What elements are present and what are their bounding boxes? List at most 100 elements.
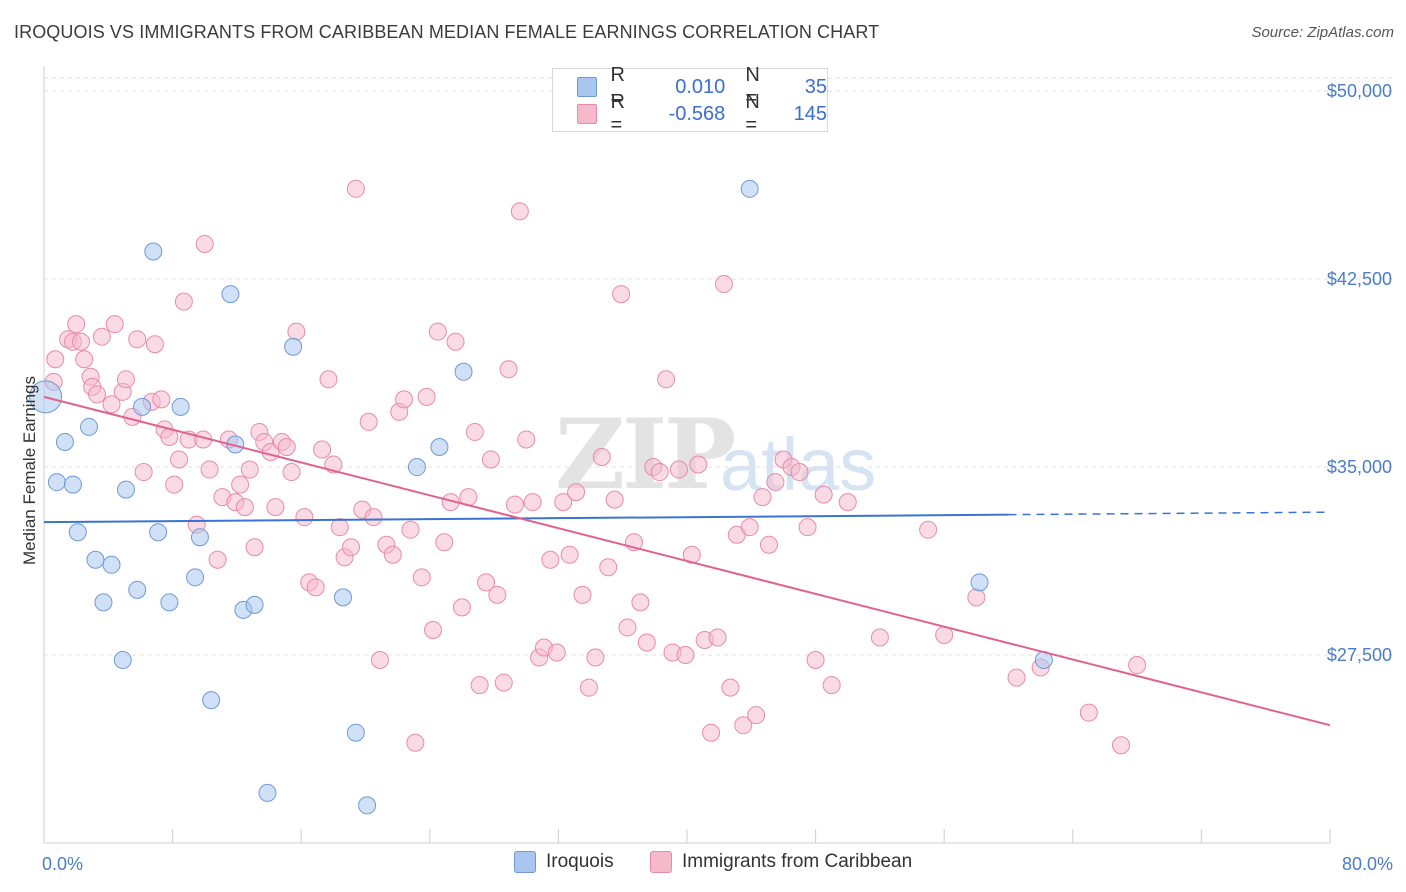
legend-label-iroquois: Iroquois — [546, 851, 614, 872]
caribbean-point — [822, 676, 841, 695]
caribbean-point — [406, 733, 425, 752]
caribbean-point — [105, 315, 124, 334]
iroquois-point — [116, 480, 135, 499]
caribbean-point — [370, 651, 389, 670]
x-tick-label-min: 0.0% — [42, 854, 83, 874]
legend-item-caribbean[interactable]: Immigrants from Caribbean — [650, 851, 912, 873]
caribbean-point — [116, 370, 135, 389]
iroquois-point — [346, 723, 365, 742]
y-axis-label: Median Female Earnings — [20, 376, 39, 565]
legend-swatch-iroquois — [577, 77, 597, 97]
caribbean-point — [605, 490, 624, 509]
legend-swatch-caribbean — [650, 851, 672, 873]
caribbean-point — [766, 473, 785, 492]
caribbean-point — [967, 588, 986, 607]
caribbean-point — [170, 450, 189, 469]
caribbean-point — [510, 202, 529, 221]
legend-r-value: 0.010 — [675, 75, 726, 98]
correlation-legend: R = 0.010 N = 35 R = -0.568 N = 145 — [552, 64, 828, 136]
caribbean-point — [346, 179, 365, 198]
caribbean-point — [740, 518, 759, 537]
iroquois-point — [202, 691, 221, 710]
caribbean-point — [838, 493, 857, 512]
iroquois-point — [740, 179, 759, 198]
legend-swatch-caribbean — [577, 104, 597, 124]
y-tick-label: $35,000 — [1327, 457, 1392, 477]
iroquois-point — [284, 337, 303, 356]
iroquois-point — [186, 568, 205, 587]
iroquois-point — [245, 595, 264, 614]
caribbean-point — [364, 508, 383, 527]
caribbean-point — [417, 387, 436, 406]
iroquois-points — [29, 179, 1053, 815]
caribbean-point — [424, 620, 443, 639]
caribbean-point — [505, 495, 524, 514]
caribbean-point — [759, 535, 778, 554]
caribbean-point — [1079, 703, 1098, 722]
iroquois-point — [47, 473, 66, 492]
caribbean-point — [67, 315, 86, 334]
iroquois-point — [358, 796, 377, 815]
caribbean-point — [790, 463, 809, 482]
caribbean-point — [401, 520, 420, 539]
caribbean-point — [446, 332, 465, 351]
x-tick-label-max: 80.0% — [1342, 854, 1393, 874]
caribbean-point — [631, 593, 650, 612]
caribbean-point — [1007, 668, 1026, 687]
legend-item-iroquois[interactable]: Iroquois — [514, 851, 614, 873]
iroquois-point — [190, 528, 209, 547]
caribbean-point — [541, 550, 560, 569]
caribbean-point — [200, 460, 219, 479]
caribbean-point — [657, 370, 676, 389]
caribbean-point — [195, 234, 214, 253]
iroquois-point — [333, 588, 352, 607]
caribbean-trend-line — [43, 395, 1331, 727]
caribbean-point — [245, 538, 264, 557]
iroquois-point — [258, 783, 277, 802]
iroquois-point — [68, 523, 87, 542]
caribbean-point — [488, 585, 507, 604]
caribbean-point — [753, 488, 772, 507]
caribbean-point — [599, 558, 618, 577]
caribbean-point — [240, 460, 259, 479]
legend-n-label: N = — [745, 91, 760, 136]
caribbean-point — [102, 395, 121, 414]
caribbean-point — [452, 598, 471, 617]
caribbean-point — [870, 628, 889, 647]
caribbean-point — [174, 292, 193, 311]
caribbean-point — [152, 390, 171, 409]
caribbean-point — [330, 518, 349, 537]
chart-title: IROQUOIS VS IMMIGRANTS FROM CARIBBEAN ME… — [14, 22, 880, 42]
caribbean-point — [306, 578, 325, 597]
iroquois-point — [970, 573, 989, 592]
caribbean-point — [235, 498, 254, 517]
y-tick-label: $27,500 — [1327, 645, 1392, 665]
iroquois-point — [160, 593, 179, 612]
caribbean-point — [231, 475, 250, 494]
caribbean-point — [919, 520, 938, 539]
caribbean-point — [579, 678, 598, 697]
legend-r-value: -0.568 — [668, 102, 726, 125]
caribbean-point — [359, 412, 378, 431]
iroquois-point — [63, 475, 82, 494]
caribbean-point — [165, 475, 184, 494]
caribbean-point — [46, 350, 65, 369]
iroquois-point — [55, 432, 74, 451]
caribbean-point — [282, 463, 301, 482]
caribbean-point — [481, 450, 500, 469]
caribbean-point — [547, 643, 566, 662]
caribbean-point — [517, 430, 536, 449]
caribbean-point — [676, 646, 695, 665]
caribbean-point — [573, 585, 592, 604]
caribbean-point — [92, 327, 111, 346]
caribbean-point — [689, 455, 708, 474]
legend-row-iroquois: R = 0.010 N = 35 — [577, 64, 827, 109]
caribbean-point — [612, 285, 631, 304]
caribbean-point — [554, 493, 573, 512]
iroquois-point — [80, 417, 99, 436]
caribbean-point — [313, 440, 332, 459]
caribbean-point — [523, 493, 542, 512]
trend-lines — [43, 395, 1331, 727]
iroquois-point — [128, 580, 147, 599]
